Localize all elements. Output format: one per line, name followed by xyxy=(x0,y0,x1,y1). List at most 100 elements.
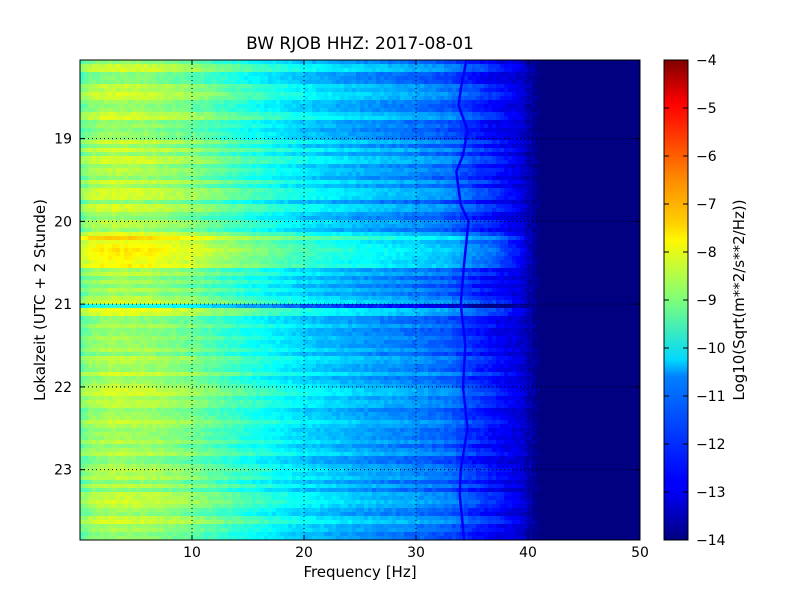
heatmap-cell xyxy=(360,128,365,133)
heatmap-cell xyxy=(392,64,397,69)
heatmap-cell xyxy=(116,120,121,125)
heatmap-cell xyxy=(376,168,381,173)
heatmap-cell xyxy=(320,88,325,93)
heatmap-cell xyxy=(188,164,193,169)
heatmap-cell xyxy=(252,136,257,141)
heatmap-cell xyxy=(592,120,597,125)
heatmap-cell xyxy=(228,172,233,177)
heatmap-cell xyxy=(532,160,537,165)
heatmap-cell xyxy=(344,60,349,65)
heatmap-cell xyxy=(92,80,97,85)
heatmap-cell xyxy=(352,68,357,73)
heatmap-cell xyxy=(428,164,433,169)
heatmap-cell xyxy=(300,84,305,89)
heatmap-cell xyxy=(504,196,509,201)
heatmap-cell xyxy=(616,160,621,165)
heatmap-cell xyxy=(120,140,125,145)
heatmap-cell xyxy=(256,92,261,97)
heatmap-cell xyxy=(420,136,425,141)
heatmap-cell xyxy=(204,188,209,193)
heatmap-cell xyxy=(292,164,297,169)
heatmap-cell xyxy=(592,168,597,173)
heatmap-cell xyxy=(128,176,133,181)
heatmap-cell xyxy=(84,180,89,185)
heatmap-cell xyxy=(316,156,321,161)
heatmap-cell xyxy=(316,72,321,77)
heatmap-cell xyxy=(564,196,569,201)
heatmap-cell xyxy=(600,80,605,85)
heatmap-cell xyxy=(336,140,341,145)
heatmap-cell xyxy=(352,120,357,125)
heatmap-cell xyxy=(404,72,409,77)
heatmap-cell xyxy=(408,92,413,97)
heatmap-cell xyxy=(116,124,121,129)
heatmap-cell xyxy=(444,140,449,145)
heatmap-cell xyxy=(184,60,189,65)
heatmap-cell xyxy=(176,68,181,73)
heatmap-cell xyxy=(528,140,533,145)
heatmap-cell xyxy=(176,168,181,173)
heatmap-cell xyxy=(344,180,349,185)
heatmap-cell xyxy=(140,72,145,77)
heatmap-cell xyxy=(400,192,405,197)
heatmap-cell xyxy=(304,92,309,97)
heatmap-cell xyxy=(204,192,209,197)
heatmap-cell xyxy=(332,104,337,109)
heatmap-cell xyxy=(576,72,581,77)
heatmap-cell xyxy=(516,100,521,105)
heatmap-cell xyxy=(100,192,105,197)
heatmap-cell xyxy=(260,128,265,133)
heatmap-cell xyxy=(300,104,305,109)
heatmap-cell xyxy=(412,200,417,205)
heatmap-cell xyxy=(564,192,569,197)
heatmap-cell xyxy=(360,112,365,117)
heatmap-cell xyxy=(424,136,429,141)
heatmap-cell xyxy=(596,168,601,173)
heatmap-cell xyxy=(240,104,245,109)
heatmap-cell xyxy=(480,152,485,157)
heatmap-cell xyxy=(304,196,309,201)
heatmap-cell xyxy=(440,104,445,109)
heatmap-cell xyxy=(264,176,269,181)
heatmap-cell xyxy=(368,68,373,73)
heatmap-cell xyxy=(284,104,289,109)
heatmap-cell xyxy=(484,184,489,189)
heatmap-cell xyxy=(612,88,617,93)
heatmap-cell xyxy=(140,160,145,165)
heatmap-cell xyxy=(540,188,545,193)
heatmap-cell xyxy=(516,64,521,69)
heatmap-cell xyxy=(260,200,265,205)
heatmap-cell xyxy=(216,132,221,137)
heatmap-cell xyxy=(532,116,537,121)
heatmap-cell xyxy=(612,136,617,141)
heatmap-cell xyxy=(472,196,477,201)
heatmap-cell xyxy=(616,76,621,81)
heatmap-cell xyxy=(620,76,625,81)
heatmap-cell xyxy=(400,88,405,93)
heatmap-cell xyxy=(184,180,189,185)
heatmap-cell xyxy=(468,132,473,137)
heatmap-cell xyxy=(576,140,581,145)
heatmap-cell xyxy=(600,96,605,101)
heatmap-cell xyxy=(272,68,277,73)
heatmap-cell xyxy=(316,164,321,169)
heatmap-cell xyxy=(168,72,173,77)
heatmap-cell xyxy=(164,64,169,69)
heatmap-cell xyxy=(492,108,497,113)
heatmap-cell xyxy=(212,104,217,109)
heatmap-cell xyxy=(600,116,605,121)
heatmap-cell xyxy=(200,164,205,169)
heatmap-cell xyxy=(180,72,185,77)
heatmap-cell xyxy=(256,60,261,65)
heatmap-cell xyxy=(208,112,213,117)
heatmap-cell xyxy=(532,188,537,193)
heatmap-cell xyxy=(388,176,393,181)
heatmap-cell xyxy=(416,144,421,149)
heatmap-cell xyxy=(308,100,313,105)
heatmap-cell xyxy=(436,100,441,105)
heatmap-cell xyxy=(388,112,393,117)
heatmap-cell xyxy=(516,156,521,161)
heatmap-cell xyxy=(88,116,93,121)
heatmap-cell xyxy=(188,200,193,205)
heatmap-cell xyxy=(248,192,253,197)
